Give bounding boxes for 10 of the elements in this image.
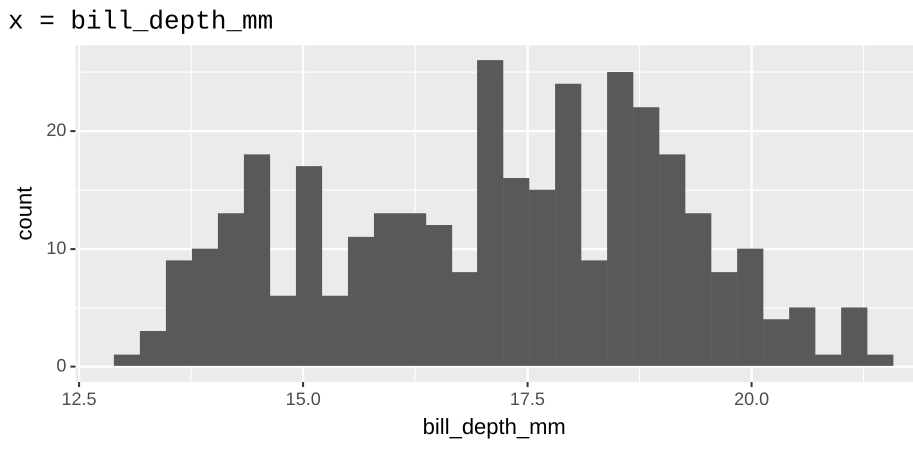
x-tick-label: 20.0 <box>734 388 770 409</box>
chart-title: x = bill_depth_mm <box>8 6 274 36</box>
x-tick-label: 12.5 <box>61 388 97 409</box>
y-tick-label: 0 <box>56 356 66 376</box>
x-axis-title: bill_depth_mm <box>422 414 566 439</box>
y-tick-label: 10 <box>46 238 66 258</box>
x-tick-label: 15.0 <box>286 388 321 409</box>
x-tick-label: 17.5 <box>510 388 545 409</box>
y-axis-title: count <box>11 186 36 241</box>
y-tick-label: 20 <box>46 120 66 140</box>
